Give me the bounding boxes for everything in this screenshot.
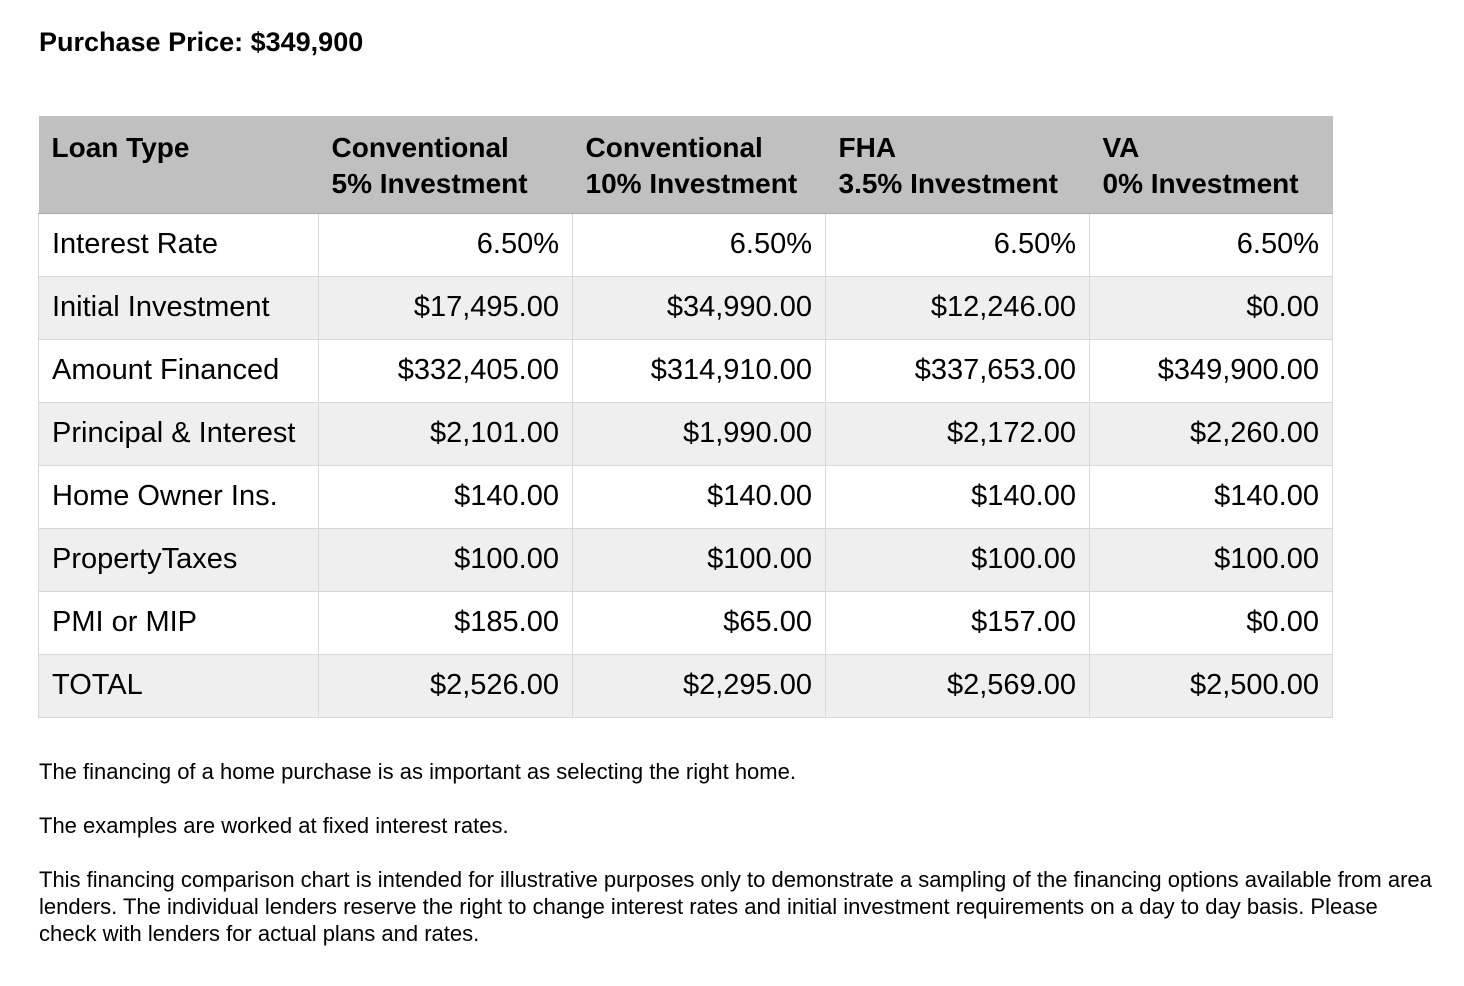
table-cell: $17,495.00 xyxy=(318,275,573,340)
header-line: 5% Investment xyxy=(331,168,528,199)
row-label: PMI or MIP xyxy=(38,590,319,655)
table-header-row: Loan Type Conventional 5% Investment Con… xyxy=(38,116,1333,214)
table-cell: $140.00 xyxy=(572,464,826,529)
note-paragraph: The examples are worked at fixed interes… xyxy=(39,813,509,838)
table-row: Interest Rate 6.50% 6.50% 6.50% 6.50% xyxy=(38,212,1333,277)
table-cell: $0.00 xyxy=(1089,590,1333,655)
header-line: 10% Investment xyxy=(585,168,798,199)
table-cell: $2,260.00 xyxy=(1089,401,1333,466)
table-row: Initial Investment $17,495.00 $34,990.00… xyxy=(38,275,1333,340)
table-cell: $100.00 xyxy=(318,527,573,592)
page-title: Purchase Price: $349,900 xyxy=(39,27,364,57)
disclaimer-paragraph: This financing comparison chart is inten… xyxy=(39,867,1432,946)
table-cell: $349,900.00 xyxy=(1089,338,1333,403)
table-cell: $337,653.00 xyxy=(825,338,1090,403)
table-cell: $34,990.00 xyxy=(572,275,826,340)
table-cell: $100.00 xyxy=(825,527,1090,592)
table-cell: 6.50% xyxy=(318,212,573,277)
table-cell: $185.00 xyxy=(318,590,573,655)
table-cell: $2,172.00 xyxy=(825,401,1090,466)
table-cell: $65.00 xyxy=(572,590,826,655)
table-cell: $100.00 xyxy=(1089,527,1333,592)
table-cell: $2,526.00 xyxy=(318,653,573,718)
header-line: Loan Type xyxy=(51,132,190,163)
table-cell: $140.00 xyxy=(1089,464,1333,529)
row-label: Home Owner Ins. xyxy=(38,464,319,529)
table-cell: $2,101.00 xyxy=(318,401,573,466)
header-line: Conventional xyxy=(585,132,763,163)
header-conventional-5: Conventional 5% Investment xyxy=(318,116,573,214)
notes-section: The financing of a home purchase is as i… xyxy=(39,758,1434,974)
row-label: Principal & Interest xyxy=(38,401,319,466)
header-fha: FHA 3.5% Investment xyxy=(825,116,1090,214)
table-row: Principal & Interest $2,101.00 $1,990.00… xyxy=(38,401,1333,466)
header-line: 0% Investment xyxy=(1102,168,1299,199)
header-va: VA 0% Investment xyxy=(1089,116,1333,214)
row-label: TOTAL xyxy=(38,653,319,718)
header-line: FHA xyxy=(838,132,897,163)
table-cell: $100.00 xyxy=(572,527,826,592)
loan-comparison-table: Loan Type Conventional 5% Investment Con… xyxy=(38,116,1333,718)
table-cell: $314,910.00 xyxy=(572,338,826,403)
table-cell: $157.00 xyxy=(825,590,1090,655)
row-label: Interest Rate xyxy=(38,212,319,277)
header-line: Conventional xyxy=(331,132,509,163)
table-row: PMI or MIP $185.00 $65.00 $157.00 $0.00 xyxy=(38,590,1333,655)
row-label: Amount Financed xyxy=(38,338,319,403)
table-cell: 6.50% xyxy=(825,212,1090,277)
table-cell: $332,405.00 xyxy=(318,338,573,403)
table-cell: $140.00 xyxy=(318,464,573,529)
table-cell: $2,569.00 xyxy=(825,653,1090,718)
row-label: PropertyTaxes xyxy=(38,527,319,592)
header-line: 3.5% Investment xyxy=(838,168,1058,199)
table-row: PropertyTaxes $100.00 $100.00 $100.00 $1… xyxy=(38,527,1333,592)
table-row: Home Owner Ins. $140.00 $140.00 $140.00 … xyxy=(38,464,1333,529)
row-label: Initial Investment xyxy=(38,275,319,340)
table-cell: $2,500.00 xyxy=(1089,653,1333,718)
table-row-total: TOTAL $2,526.00 $2,295.00 $2,569.00 $2,5… xyxy=(38,653,1333,718)
table-cell: $2,295.00 xyxy=(572,653,826,718)
note-paragraph: The financing of a home purchase is as i… xyxy=(39,759,796,784)
header-conventional-10: Conventional 10% Investment xyxy=(572,116,826,214)
table-cell: $140.00 xyxy=(825,464,1090,529)
table-cell: $1,990.00 xyxy=(572,401,826,466)
table-cell: 6.50% xyxy=(572,212,826,277)
table-cell: 6.50% xyxy=(1089,212,1333,277)
header-loan-type: Loan Type xyxy=(38,116,319,214)
table-cell: $12,246.00 xyxy=(825,275,1090,340)
table-cell: $0.00 xyxy=(1089,275,1333,340)
table-row: Amount Financed $332,405.00 $314,910.00 … xyxy=(38,338,1333,403)
header-line: VA xyxy=(1102,132,1140,163)
